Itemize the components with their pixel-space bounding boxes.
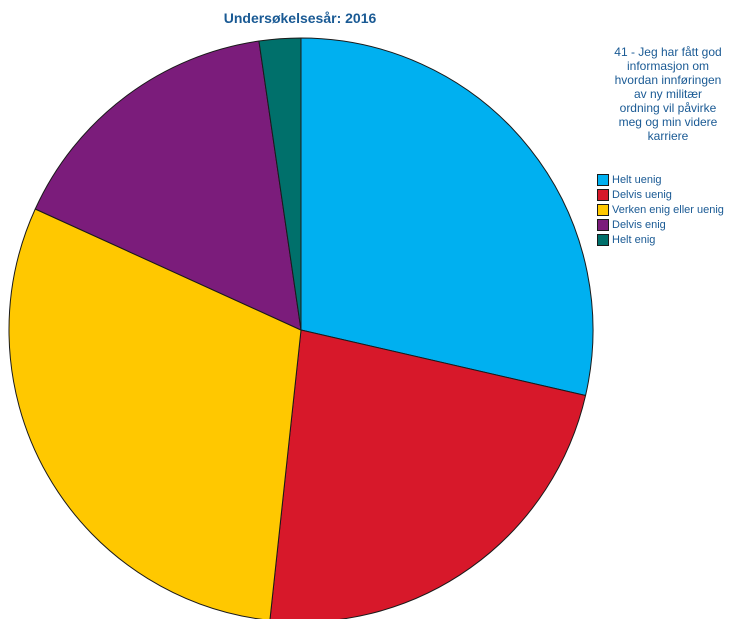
pie-slice-2: [8, 208, 302, 619]
legend-swatch: [597, 218, 609, 231]
legend-label: Delvis uenig: [612, 188, 672, 201]
legend-swatch: [597, 173, 609, 186]
legend-item: Delvis uenig: [597, 187, 724, 202]
legend-item: Helt enig: [597, 232, 724, 247]
legend-item: Helt uenig: [597, 172, 724, 187]
legend-item: Verken enig eller uenig: [597, 202, 724, 217]
legend: Helt uenig Delvis uenig Verken enig eller …: [597, 172, 724, 247]
legend-item: Delvis enig: [597, 217, 724, 232]
legend-label: Helt enig: [612, 233, 656, 246]
chart-title: Undersøkelsesår: 2016: [223, 10, 377, 26]
pie-slice-0: [300, 37, 594, 396]
pie-slice-3: [34, 40, 302, 331]
legend-title: 41 - Jeg har fått god informasjon om hvo…: [614, 45, 722, 143]
pie-slice-1: [269, 329, 587, 619]
legend-swatch: [597, 203, 609, 216]
legend-label: Verken enig eller uenig: [612, 203, 724, 216]
legend-swatch: [597, 233, 609, 246]
legend-swatch: [597, 188, 609, 201]
legend-label: Delvis enig: [612, 218, 666, 231]
pie-slice-4: [258, 37, 302, 331]
legend-label: Helt uenig: [612, 173, 662, 186]
